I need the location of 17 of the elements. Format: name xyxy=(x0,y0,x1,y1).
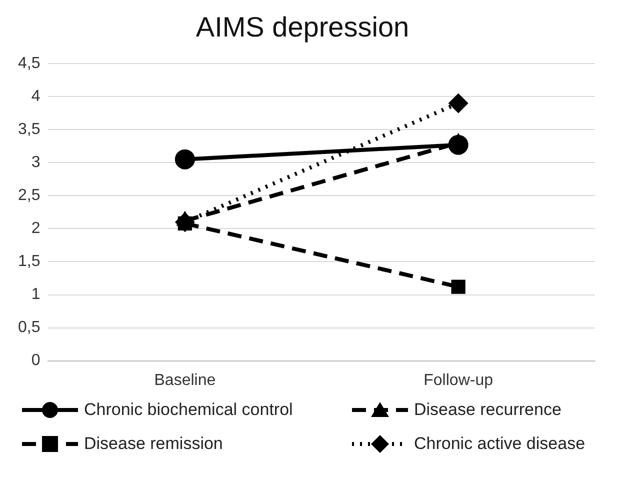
y-tick-label: 2,5 xyxy=(18,187,40,204)
y-tick-label: 3,5 xyxy=(18,121,40,138)
y-tick-label: 4,5 xyxy=(18,55,40,72)
y-tick-label: 1,5 xyxy=(18,253,40,270)
x-tick-label: Follow-up xyxy=(424,372,494,389)
y-tick-label: 3 xyxy=(31,154,40,172)
legend-label: Chronic biochemical control xyxy=(84,400,293,420)
legend-label: Chronic active disease xyxy=(414,434,586,454)
y-tick-label: 4 xyxy=(31,88,40,106)
legend-label: Disease recurrence xyxy=(414,400,562,420)
y-tick-label: 1 xyxy=(31,286,40,304)
y-tick-label: 0,5 xyxy=(18,319,40,336)
y-tick-label: 0 xyxy=(31,352,40,370)
chart-title: AIMS depression xyxy=(196,12,410,43)
x-tick-label: Baseline xyxy=(154,372,216,389)
legend-label: Disease remission xyxy=(84,434,223,454)
y-tick-label: 2 xyxy=(31,220,40,238)
